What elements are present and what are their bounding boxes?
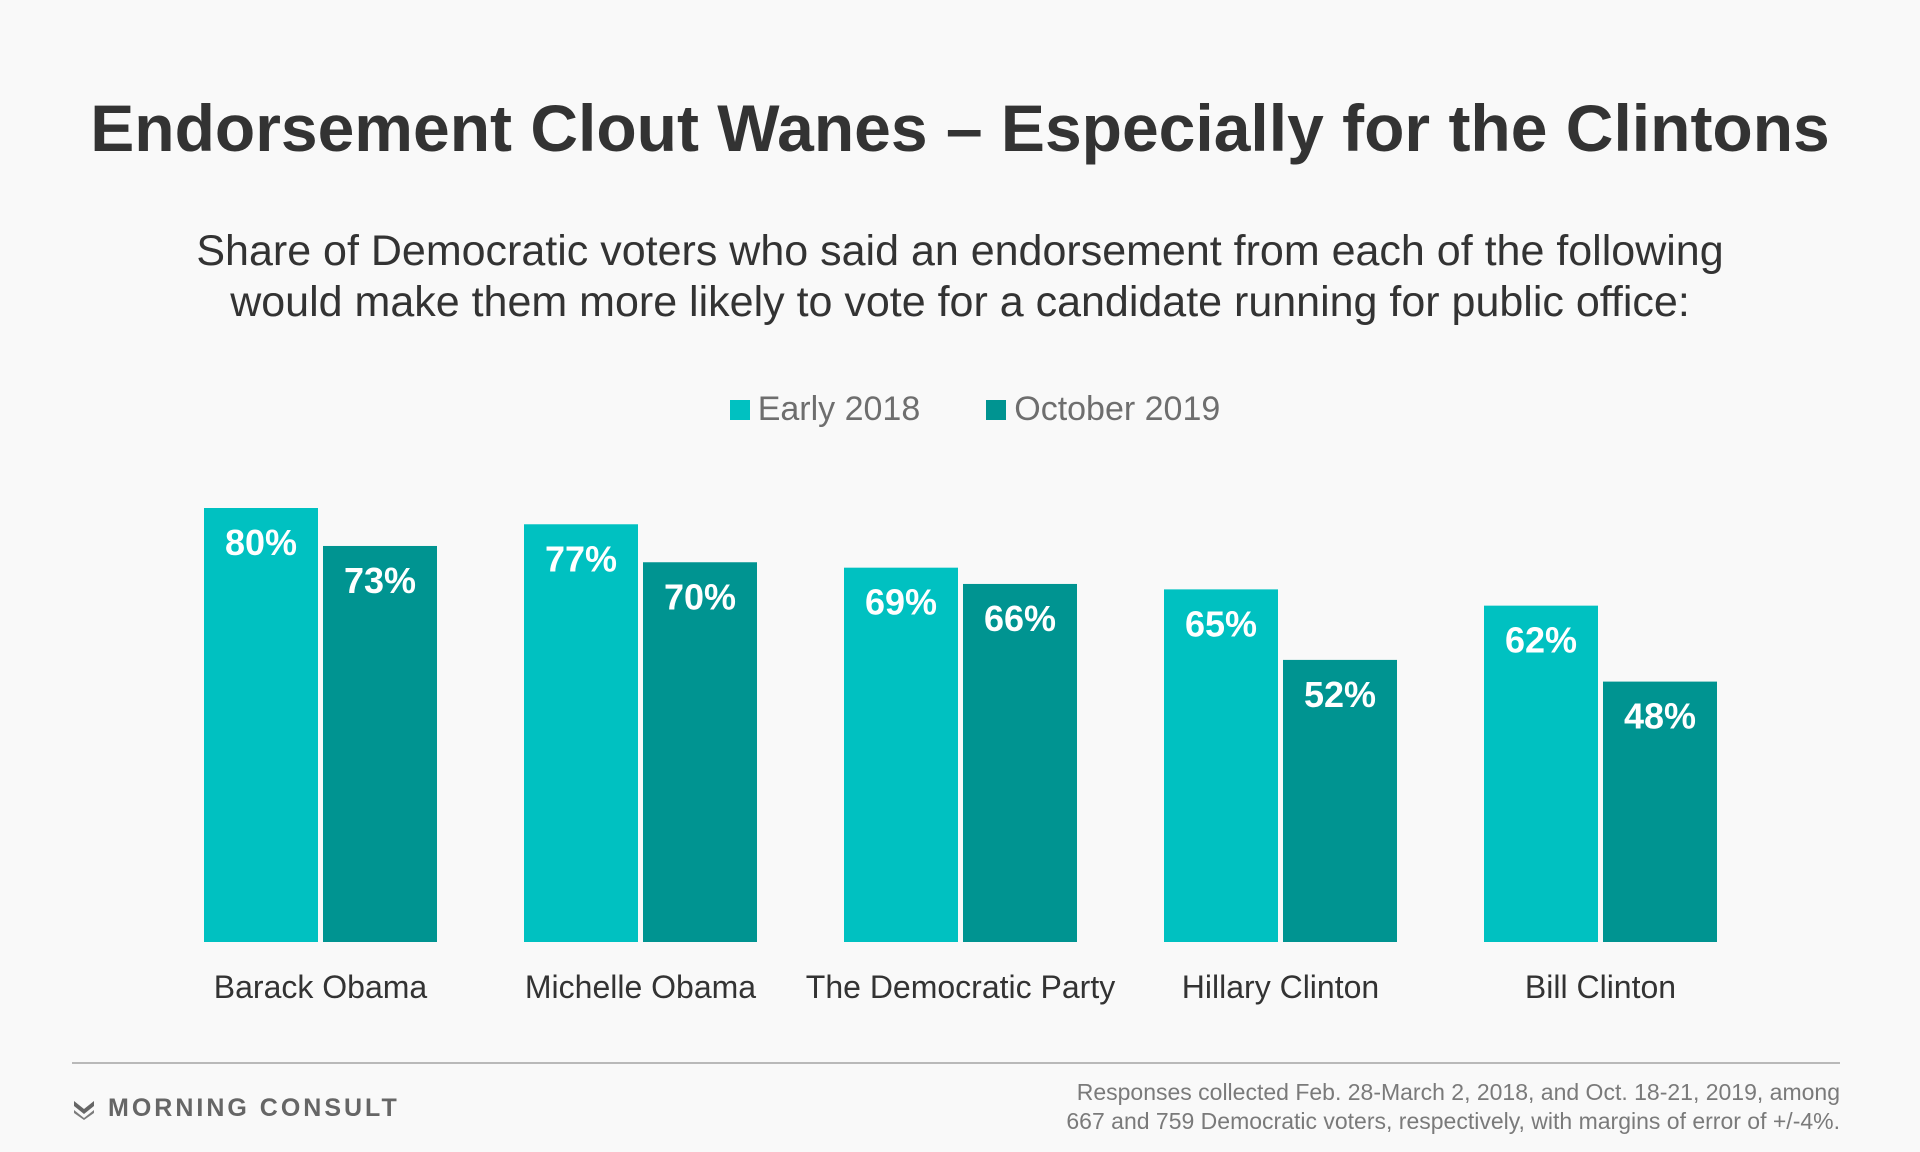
- bar-bill-clinton-early-2018: [1484, 605, 1598, 942]
- bar-michelle-obama-october-2019: [643, 562, 757, 942]
- data-label-barack-obama-october-2019: 73%: [344, 560, 416, 601]
- data-label-hillary-clinton-early-2018: 65%: [1185, 603, 1257, 644]
- legend-swatch-october-2019: [986, 399, 1007, 420]
- morning-consult-chevron-icon: [74, 1100, 94, 1120]
- category-label-hillary-clinton: Hillary Clinton: [1182, 969, 1379, 1005]
- bar-hillary-clinton-october-2019: [1283, 659, 1397, 942]
- bar-hillary-clinton-early-2018: [1164, 589, 1278, 942]
- category-label-the-democratic-party: The Democratic Party: [806, 969, 1115, 1005]
- category-label-michelle-obama: Michelle Obama: [525, 969, 756, 1005]
- legend-item-early-2018: Early 2018: [700, 390, 921, 429]
- subtitle-line-2: would make them more likely to vote for …: [230, 278, 1690, 326]
- chart-title: Endorsement Clout Wanes – Especially for…: [90, 91, 1830, 165]
- data-label-michelle-obama-october-2019: 70%: [664, 576, 736, 617]
- footer-divider: [72, 1062, 1840, 1064]
- data-label-michelle-obama-early-2018: 77%: [545, 538, 617, 579]
- bar-barack-obama-october-2019: [323, 545, 437, 942]
- footnote-line-2: 667 and 759 Democratic voters, respectiv…: [1066, 1108, 1840, 1134]
- legend-label-early-2018: Early 2018: [757, 390, 921, 428]
- bar-the-democratic-party-october-2019: [963, 583, 1077, 942]
- legend-swatch-early-2018: [729, 399, 750, 420]
- brand-name: MORNING CONSULT: [108, 1094, 400, 1122]
- data-label-barack-obama-early-2018: 80%: [225, 522, 297, 563]
- data-label-the-democratic-party-early-2018: 69%: [865, 582, 937, 623]
- data-label-hillary-clinton-october-2019: 52%: [1304, 674, 1376, 715]
- data-label-bill-clinton-early-2018: 62%: [1505, 620, 1577, 661]
- bar-barack-obama-early-2018: [204, 508, 318, 942]
- bar-michelle-obama-early-2018: [524, 524, 638, 942]
- data-label-bill-clinton-october-2019: 48%: [1624, 696, 1696, 737]
- chart-subtitle: Share of Democratic voters who said an e…: [160, 226, 1760, 328]
- category-label-barack-obama: Barack Obama: [214, 969, 428, 1005]
- legend-item-october-2019: October 2019: [956, 390, 1220, 429]
- bar-the-democratic-party-early-2018: [844, 567, 958, 942]
- data-label-the-democratic-party-october-2019: 66%: [984, 598, 1056, 639]
- subtitle-line-1: Share of Democratic voters who said an e…: [196, 227, 1724, 275]
- footnote: Responses collected Feb. 28-March 2, 201…: [840, 1078, 1840, 1136]
- legend-label-october-2019: October 2019: [1014, 390, 1221, 428]
- category-label-bill-clinton: Bill Clinton: [1525, 969, 1676, 1005]
- chart-legend: Early 2018 October 2019: [0, 390, 1920, 429]
- footnote-line-1: Responses collected Feb. 28-March 2, 201…: [1076, 1079, 1840, 1105]
- bar-bill-clinton-october-2019: [1603, 681, 1717, 942]
- brand-logo: MORNING CONSULT: [72, 1094, 400, 1123]
